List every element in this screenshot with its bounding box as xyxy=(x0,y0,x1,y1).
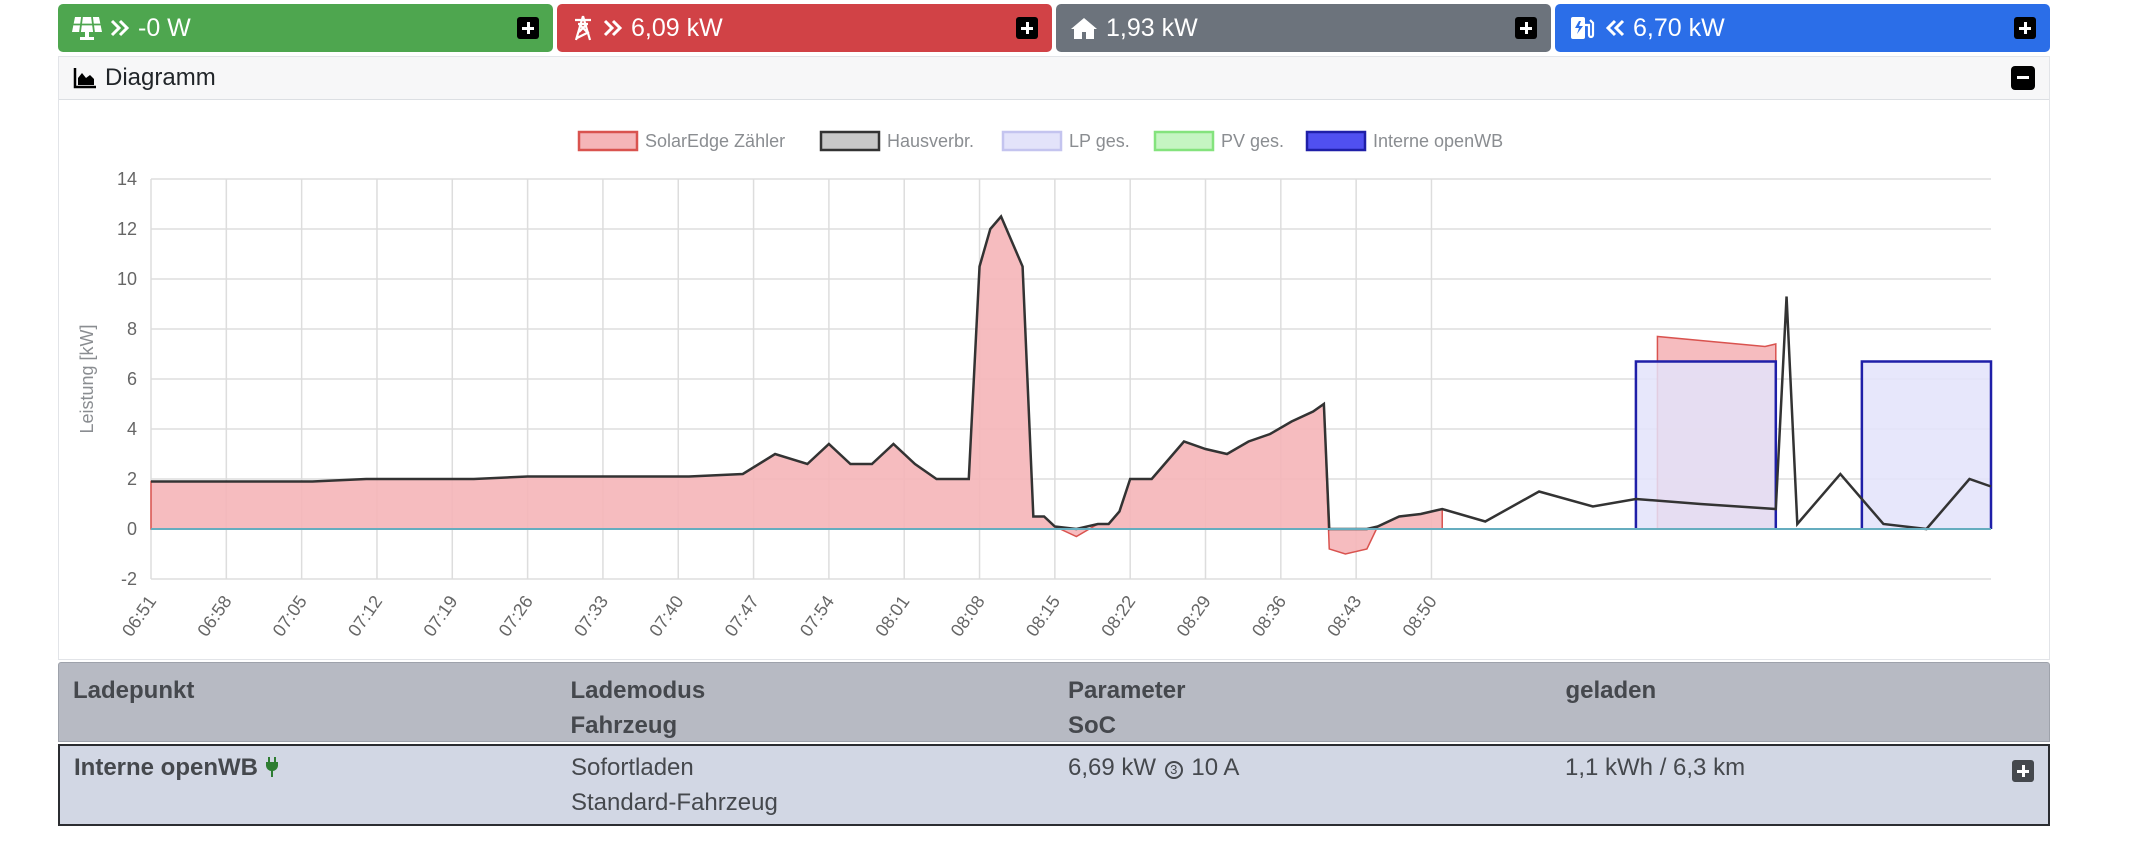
y-tick-label: 6 xyxy=(127,369,137,389)
charge-mode: Sofortladen xyxy=(571,754,694,781)
series-solaredge-area xyxy=(150,215,1443,555)
x-tick-label: 07:26 xyxy=(495,592,537,640)
x-tick-label: 08:43 xyxy=(1323,592,1365,640)
series-lp-area xyxy=(1861,361,1991,529)
grid-value: 6,09 kW xyxy=(631,13,723,42)
status-tiles: -0 W 6,09 kW 1,93 kW 6,70 kW xyxy=(58,4,2050,52)
y-tick-label: 12 xyxy=(117,219,137,239)
vehicle-name: Standard-Fahrzeug xyxy=(571,789,778,816)
expand-house-button[interactable] xyxy=(1515,17,1537,39)
charged-amount: 1,1 kWh / 6,3 km xyxy=(1565,754,1746,781)
phase-count-icon: 3 xyxy=(1164,760,1183,779)
x-tick-label: 06:58 xyxy=(193,592,235,640)
expand-charging-button[interactable] xyxy=(2014,17,2036,39)
phase-count: 3 xyxy=(1170,762,1178,777)
chart-area-icon xyxy=(73,67,97,89)
house-value: 1,93 kW xyxy=(1106,13,1198,42)
house-tile[interactable]: 1,93 kW xyxy=(1056,4,1551,52)
legend-swatch xyxy=(819,130,881,152)
legend-swatch xyxy=(1001,130,1063,152)
pv-value: -0 W xyxy=(138,13,191,42)
x-tick-label: 06:51 xyxy=(118,592,160,640)
header-parameter: Parameter SoC xyxy=(1068,677,1186,739)
collapse-diagram-button[interactable] xyxy=(2011,66,2035,90)
charging-station-icon xyxy=(1569,15,1597,41)
x-tick-label: 07:05 xyxy=(269,592,311,640)
x-tick-label: 07:40 xyxy=(645,592,687,640)
legend-label: Hausverbr. xyxy=(887,131,974,151)
charging-value: 6,70 kW xyxy=(1633,13,1725,42)
y-axis-label: Leistung [kW] xyxy=(77,324,97,433)
charge-power: 6,69 kW xyxy=(1068,754,1157,781)
x-tick-label: 07:47 xyxy=(721,592,763,640)
expand-grid-button[interactable] xyxy=(1016,17,1038,39)
legend-label: LP ges. xyxy=(1069,131,1130,151)
x-tick-label: 07:33 xyxy=(570,592,612,640)
solar-panel-icon xyxy=(72,15,102,41)
expand-pv-button[interactable] xyxy=(517,17,539,39)
power-chart: SolarEdge Zähler Hausverbr. LP ges. PV ges.… xyxy=(77,130,1993,640)
y-tick-label: 8 xyxy=(127,319,137,339)
legend-swatch xyxy=(577,130,639,152)
house-icon xyxy=(1070,16,1098,40)
double-chevron-right-icon xyxy=(110,19,130,37)
legend-swatch xyxy=(1305,130,1367,152)
legend-swatch xyxy=(1153,130,1215,152)
diagram-title: Diagramm xyxy=(105,64,216,91)
x-tick-label: 08:22 xyxy=(1097,592,1139,640)
y-tick-label: 4 xyxy=(127,419,137,439)
legend-label: SolarEdge Zähler xyxy=(645,131,785,151)
chargepoint-name: Interne openWB xyxy=(74,754,258,781)
pv-tile[interactable]: -0 W xyxy=(58,4,553,52)
double-chevron-right-icon xyxy=(603,19,623,37)
power-tower-icon xyxy=(571,14,595,42)
series-openwb-line xyxy=(1634,360,1778,529)
series-hausverbr-line xyxy=(151,214,1992,531)
x-tick-label: 07:12 xyxy=(344,592,386,640)
y-tick-label: 14 xyxy=(117,169,137,189)
diagram-header[interactable]: Diagramm xyxy=(59,57,2049,100)
charging-tile[interactable]: 6,70 kW xyxy=(1555,4,2050,52)
double-chevron-left-icon xyxy=(1605,19,1625,37)
charge-current: 10 A xyxy=(1191,754,1240,781)
x-tick-label: 08:01 xyxy=(871,592,913,640)
table-row[interactable]: Interne openWB Sofortladen Standard-Fahr… xyxy=(58,744,2050,826)
legend-label: PV ges. xyxy=(1221,131,1284,151)
legend-label: Interne openWB xyxy=(1373,131,1503,151)
plug-icon xyxy=(265,754,279,781)
series-openwb-line xyxy=(1860,360,1993,529)
chargepoint-table: Ladepunkt Lademodus Fahrzeug Parameter SoC… xyxy=(58,662,2050,826)
y-tick-label: -2 xyxy=(121,569,137,589)
x-tick-label: 08:50 xyxy=(1399,592,1441,640)
diagram-card: Diagramm SolarEdge Zähler Hausverbr. LP ge… xyxy=(58,56,2050,660)
grid-tile[interactable]: 6,09 kW xyxy=(557,4,1052,52)
expand-row-button[interactable] xyxy=(2012,760,2034,782)
x-tick-label: 07:19 xyxy=(419,592,461,640)
header-geladen: geladen xyxy=(1565,677,1657,704)
table-header: Ladepunkt Lademodus Fahrzeug Parameter SoC… xyxy=(58,662,2050,742)
x-tick-label: 08:08 xyxy=(947,592,989,640)
y-tick-label: 2 xyxy=(127,469,137,489)
x-tick-label: 07:54 xyxy=(796,592,838,640)
x-tick-label: 08:15 xyxy=(1022,592,1064,640)
header-lademodus: Lademodus Fahrzeug xyxy=(570,677,706,739)
x-tick-label: 08:29 xyxy=(1173,592,1215,640)
y-tick-label: 0 xyxy=(127,519,137,539)
y-tick-label: 10 xyxy=(117,269,137,289)
x-tick-label: 08:36 xyxy=(1248,592,1290,640)
header-ladepunkt: Ladepunkt xyxy=(73,677,195,704)
